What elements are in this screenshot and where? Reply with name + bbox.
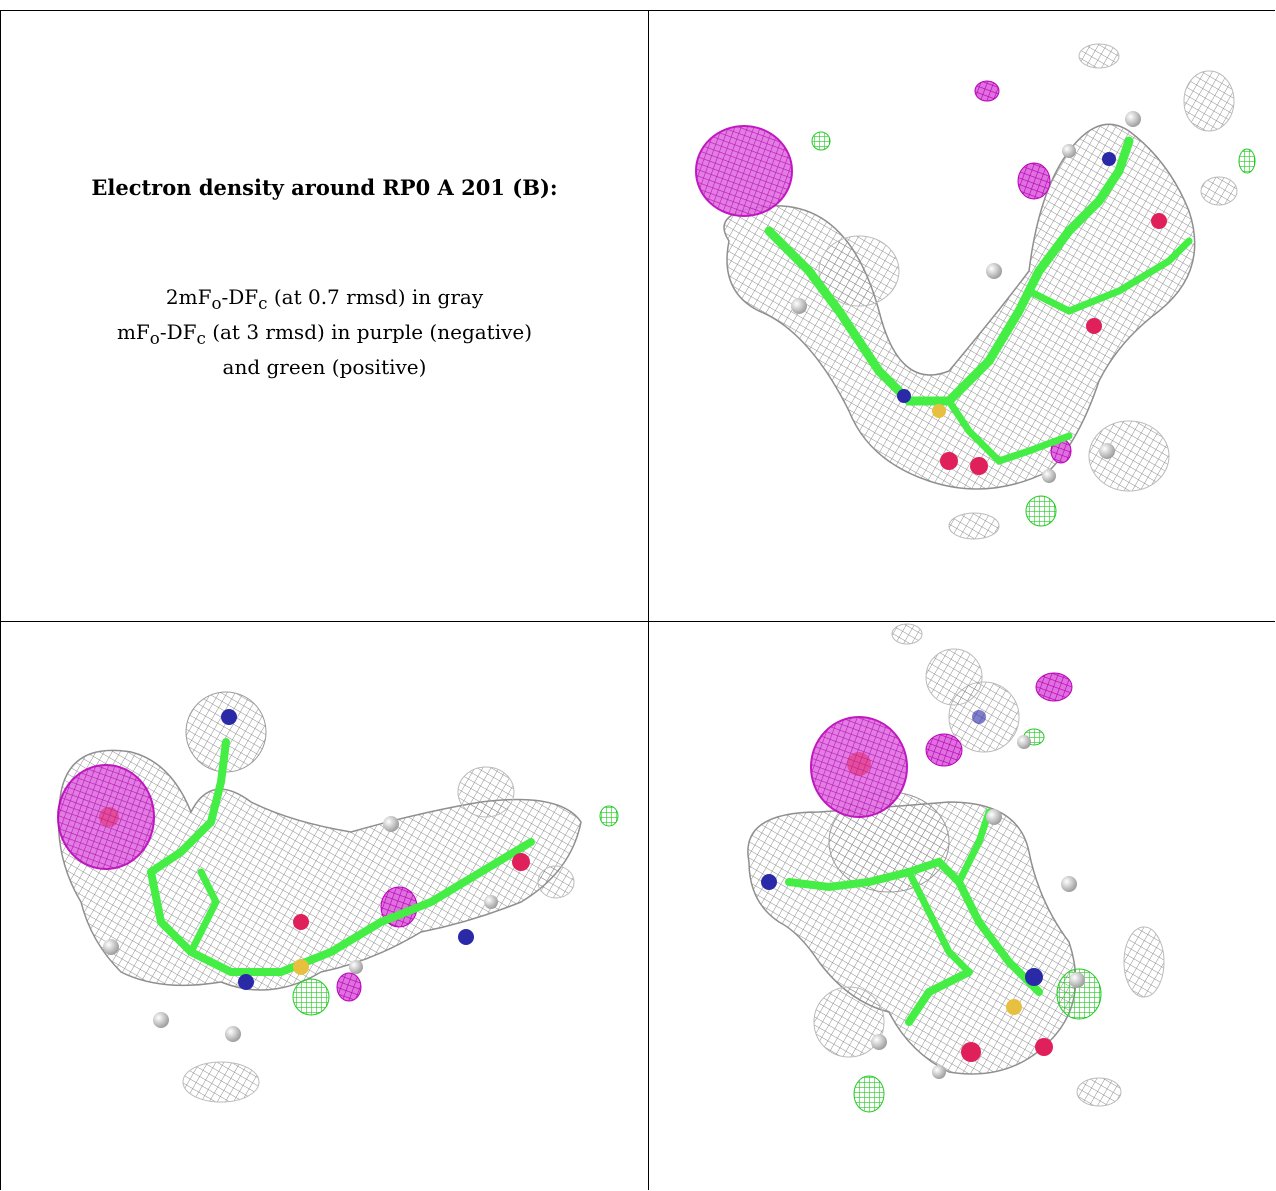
row-divider (0, 621, 1275, 622)
legend-line-difference: mFo-DFc (at 3 rmsd) in purple (negative) (116, 320, 533, 348)
figure-title: Electron density around RP0 A 201 (B): (91, 175, 558, 200)
electron-density-mesh-icon (695, 43, 1256, 540)
electron-density-mesh-icon (747, 623, 1165, 1113)
legend-line-gray: 2mFo-DFc (at 0.7 rmsd) in gray (165, 285, 484, 313)
column-divider (648, 10, 649, 1190)
electron-density-mesh-icon (57, 691, 619, 1103)
legend-line-positive: and green (positive) (222, 355, 427, 379)
density-view-3 (649, 622, 1275, 1190)
caption-cell: Electron density around RP0 A 201 (B): 2… (1, 11, 648, 621)
figure-table (0, 10, 1275, 1190)
density-view-2 (1, 622, 648, 1190)
density-view-1 (649, 11, 1275, 621)
figure-legend: 2mFo-DFc (at 0.7 rmsd) in gray mFo-DFc (… (1, 283, 648, 381)
